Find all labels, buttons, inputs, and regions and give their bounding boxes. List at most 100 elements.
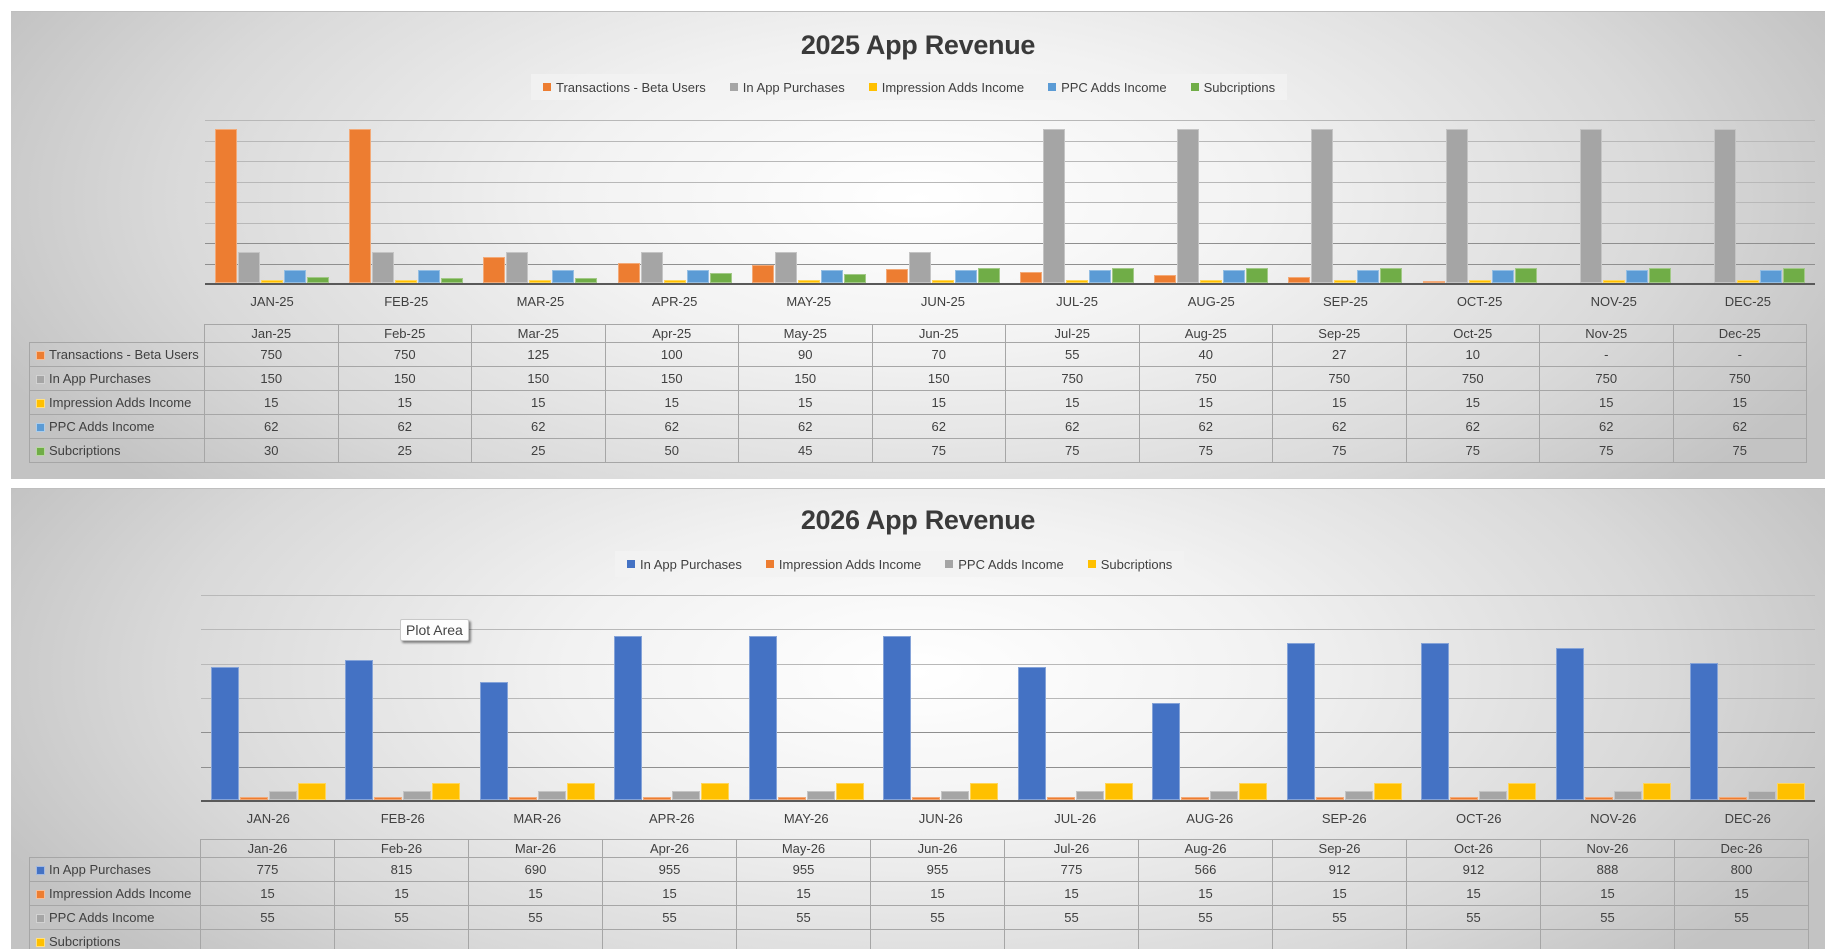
bar-ppc-adds-income-nov-26[interactable] [1614,791,1642,800]
bar-subcriptions-jul-26[interactable] [1105,783,1133,800]
bar-in-app-purchases-jun-25[interactable] [909,252,931,283]
bar-subcriptions-feb-25[interactable] [441,278,463,283]
bar-ppc-adds-income-may-26[interactable] [807,791,835,800]
bar-subcriptions-mar-25[interactable] [575,278,597,283]
bar-impression-adds-income-dec-26[interactable] [1719,797,1747,800]
bar-transactions-beta-users-jan-25[interactable] [215,129,237,283]
bar-ppc-adds-income-jun-25[interactable] [955,270,977,283]
bar-impression-adds-income-nov-26[interactable] [1585,797,1613,800]
legend-item-impression-adds-income[interactable]: Impression Adds Income [869,80,1024,95]
bar-ppc-adds-income-oct-25[interactable] [1492,270,1514,283]
bar-impression-adds-income-apr-25[interactable] [664,280,686,283]
bar-impression-adds-income-oct-25[interactable] [1469,280,1491,283]
legend-item-subcriptions[interactable]: Subcriptions [1088,557,1173,572]
bar-ppc-adds-income-jan-26[interactable] [269,791,297,800]
bar-ppc-adds-income-may-25[interactable] [821,270,843,283]
chart-title[interactable]: 2026 App Revenue [11,505,1825,536]
bar-in-app-purchases-aug-26[interactable] [1152,703,1180,800]
bar-ppc-adds-income-aug-26[interactable] [1210,791,1238,800]
bar-impression-adds-income-apr-26[interactable] [643,797,671,800]
bar-subcriptions-mar-26[interactable] [567,783,595,800]
bar-ppc-adds-income-jun-26[interactable] [941,791,969,800]
bar-impression-adds-income-sep-25[interactable] [1334,280,1356,283]
bar-in-app-purchases-jun-26[interactable] [883,636,911,800]
bar-in-app-purchases-dec-25[interactable] [1714,129,1736,283]
bar-in-app-purchases-nov-25[interactable] [1580,129,1602,283]
bar-subcriptions-aug-25[interactable] [1246,268,1268,283]
bar-impression-adds-income-dec-25[interactable] [1737,280,1759,283]
bar-ppc-adds-income-aug-25[interactable] [1223,270,1245,283]
bar-ppc-adds-income-feb-26[interactable] [403,791,431,800]
bar-subcriptions-nov-25[interactable] [1649,268,1671,283]
legend-item-impression-adds-income[interactable]: Impression Adds Income [766,557,921,572]
bar-in-app-purchases-mar-25[interactable] [506,252,528,283]
bar-impression-adds-income-jun-26[interactable] [912,797,940,800]
bar-subcriptions-apr-25[interactable] [710,273,732,283]
bar-impression-adds-income-may-26[interactable] [778,797,806,800]
bar-in-app-purchases-nov-26[interactable] [1556,648,1584,800]
bar-in-app-purchases-mar-26[interactable] [480,682,508,800]
bar-subcriptions-dec-25[interactable] [1783,268,1805,283]
bar-subcriptions-oct-26[interactable] [1508,783,1536,800]
bar-subcriptions-jun-26[interactable] [970,783,998,800]
bar-ppc-adds-income-sep-25[interactable] [1357,270,1379,283]
bar-transactions-beta-users-apr-25[interactable] [618,263,640,284]
chart-legend[interactable]: In App Purchases Impression Adds Income PP… [615,551,1184,577]
bar-subcriptions-nov-26[interactable] [1643,783,1671,800]
bar-ppc-adds-income-dec-26[interactable] [1748,791,1776,800]
bar-subcriptions-dec-26[interactable] [1777,783,1805,800]
bar-in-app-purchases-sep-25[interactable] [1311,129,1333,283]
bar-impression-adds-income-feb-25[interactable] [395,280,417,283]
bar-impression-adds-income-nov-25[interactable] [1603,280,1625,283]
bar-in-app-purchases-aug-25[interactable] [1177,129,1199,283]
legend-item-in-app-purchases[interactable]: In App Purchases [627,557,742,572]
bar-transactions-beta-users-oct-25[interactable] [1423,281,1445,283]
chart-title[interactable]: 2025 App Revenue [11,30,1825,61]
bar-impression-adds-income-mar-25[interactable] [529,280,551,283]
bar-in-app-purchases-jul-25[interactable] [1043,129,1065,283]
bar-ppc-adds-income-sep-26[interactable] [1345,791,1373,800]
bar-subcriptions-oct-25[interactable] [1515,268,1537,283]
bar-in-app-purchases-dec-26[interactable] [1690,663,1718,800]
bar-transactions-beta-users-jun-25[interactable] [886,269,908,283]
bar-ppc-adds-income-feb-25[interactable] [418,270,440,283]
legend-item-ppc-adds-income[interactable]: PPC Adds Income [945,557,1064,572]
bar-impression-adds-income-oct-26[interactable] [1450,797,1478,800]
bar-transactions-beta-users-aug-25[interactable] [1154,275,1176,283]
bar-in-app-purchases-apr-26[interactable] [614,636,642,800]
bar-ppc-adds-income-mar-26[interactable] [538,791,566,800]
bar-impression-adds-income-may-25[interactable] [798,280,820,283]
bar-subcriptions-may-26[interactable] [836,783,864,800]
bar-in-app-purchases-feb-26[interactable] [345,660,373,800]
bar-impression-adds-income-jul-25[interactable] [1066,280,1088,283]
bar-impression-adds-income-jan-26[interactable] [240,797,268,800]
legend-item-in-app-purchases[interactable]: In App Purchases [730,80,845,95]
bar-transactions-beta-users-feb-25[interactable] [349,129,371,283]
bar-subcriptions-jan-26[interactable] [298,783,326,800]
bar-impression-adds-income-aug-25[interactable] [1200,280,1222,283]
bar-in-app-purchases-may-26[interactable] [749,636,777,800]
bar-subcriptions-apr-26[interactable] [701,783,729,800]
bar-impression-adds-income-jun-25[interactable] [932,280,954,283]
bar-in-app-purchases-jan-25[interactable] [238,252,260,283]
bar-ppc-adds-income-oct-26[interactable] [1479,791,1507,800]
bar-subcriptions-sep-25[interactable] [1380,268,1402,283]
bar-impression-adds-income-sep-26[interactable] [1316,797,1344,800]
chart-2026-app-revenue[interactable]: 2026 App Revenue In App Purchases Impress… [11,488,1825,949]
bar-subcriptions-feb-26[interactable] [432,783,460,800]
bar-transactions-beta-users-sep-25[interactable] [1288,277,1310,283]
bar-subcriptions-jan-25[interactable] [307,277,329,283]
bar-subcriptions-aug-26[interactable] [1239,783,1267,800]
legend-item-ppc-adds-income[interactable]: PPC Adds Income [1048,80,1167,95]
bar-in-app-purchases-apr-25[interactable] [641,252,663,283]
bar-impression-adds-income-aug-26[interactable] [1181,797,1209,800]
bar-ppc-adds-income-jul-25[interactable] [1089,270,1111,283]
bar-subcriptions-jun-25[interactable] [978,268,1000,283]
bar-transactions-beta-users-mar-25[interactable] [483,257,505,283]
bar-ppc-adds-income-nov-25[interactable] [1626,270,1648,283]
bar-impression-adds-income-feb-26[interactable] [374,797,402,800]
bar-subcriptions-jul-25[interactable] [1112,268,1134,283]
bar-in-app-purchases-oct-26[interactable] [1421,643,1449,800]
bar-subcriptions-may-25[interactable] [844,274,866,283]
bar-impression-adds-income-jan-25[interactable] [261,280,283,283]
